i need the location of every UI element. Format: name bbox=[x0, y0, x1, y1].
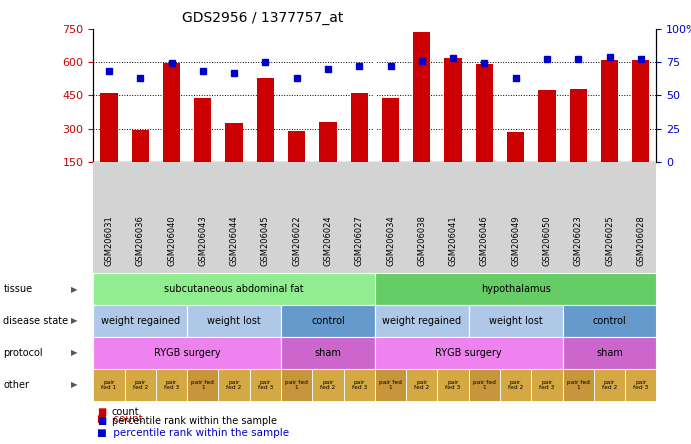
Text: sham: sham bbox=[596, 348, 623, 358]
Text: GSM206044: GSM206044 bbox=[229, 215, 238, 266]
Bar bbox=[413, 32, 430, 162]
Text: GSM206027: GSM206027 bbox=[354, 215, 363, 266]
Text: pair
fed 1: pair fed 1 bbox=[102, 380, 117, 390]
Bar bbox=[194, 98, 211, 162]
Bar bbox=[382, 98, 399, 162]
Text: GDS2956 / 1377757_at: GDS2956 / 1377757_at bbox=[182, 11, 343, 25]
Text: ■  percentile rank within the sample: ■ percentile rank within the sample bbox=[97, 428, 289, 438]
Text: pair
fed 2: pair fed 2 bbox=[133, 380, 148, 390]
Text: control: control bbox=[593, 316, 627, 326]
Text: GSM206049: GSM206049 bbox=[511, 215, 520, 266]
Text: pair
fed 3: pair fed 3 bbox=[446, 380, 461, 390]
Text: pair fed
1: pair fed 1 bbox=[567, 380, 589, 390]
Text: RYGB surgery: RYGB surgery bbox=[435, 348, 502, 358]
Text: GSM206023: GSM206023 bbox=[574, 215, 583, 266]
Text: GSM206043: GSM206043 bbox=[198, 215, 207, 266]
Text: pair fed
1: pair fed 1 bbox=[379, 380, 402, 390]
Bar bbox=[100, 93, 117, 162]
Text: pair
fed 3: pair fed 3 bbox=[258, 380, 273, 390]
Text: GSM206025: GSM206025 bbox=[605, 215, 614, 266]
Text: GSM206046: GSM206046 bbox=[480, 215, 489, 266]
Bar bbox=[350, 93, 368, 162]
Text: control: control bbox=[311, 316, 345, 326]
Text: weight lost: weight lost bbox=[207, 316, 261, 326]
Bar bbox=[319, 122, 337, 162]
Text: pair fed
1: pair fed 1 bbox=[285, 380, 308, 390]
Text: RYGB surgery: RYGB surgery bbox=[154, 348, 220, 358]
Text: ■: ■ bbox=[97, 408, 106, 417]
Text: pair
fed 2: pair fed 2 bbox=[227, 380, 242, 390]
Text: ■: ■ bbox=[97, 416, 106, 426]
Text: pair fed
1: pair fed 1 bbox=[191, 380, 214, 390]
Text: GSM206034: GSM206034 bbox=[386, 215, 395, 266]
Text: disease state: disease state bbox=[3, 316, 68, 326]
Bar bbox=[507, 132, 524, 162]
Text: hypothalamus: hypothalamus bbox=[481, 284, 551, 294]
Text: weight regained: weight regained bbox=[382, 316, 462, 326]
Bar bbox=[288, 131, 305, 162]
Text: GSM206045: GSM206045 bbox=[261, 215, 270, 266]
Bar bbox=[538, 90, 556, 162]
Bar bbox=[569, 89, 587, 162]
Text: tissue: tissue bbox=[3, 284, 32, 294]
Text: GSM206024: GSM206024 bbox=[323, 215, 332, 266]
Text: pair
fed 3: pair fed 3 bbox=[633, 380, 648, 390]
Text: count: count bbox=[112, 408, 140, 417]
Text: pair
fed 3: pair fed 3 bbox=[352, 380, 367, 390]
Bar bbox=[601, 60, 618, 162]
Text: GSM206040: GSM206040 bbox=[167, 215, 176, 266]
Bar bbox=[476, 64, 493, 162]
Text: GSM206028: GSM206028 bbox=[636, 215, 645, 266]
Text: pair
fed 2: pair fed 2 bbox=[508, 380, 523, 390]
Text: ▶: ▶ bbox=[71, 317, 78, 325]
Text: pair
fed 3: pair fed 3 bbox=[164, 380, 179, 390]
Bar bbox=[225, 123, 243, 162]
Bar bbox=[444, 58, 462, 162]
Text: protocol: protocol bbox=[3, 348, 43, 358]
Text: weight lost: weight lost bbox=[489, 316, 542, 326]
Text: sham: sham bbox=[314, 348, 341, 358]
Text: ■  count: ■ count bbox=[97, 414, 142, 424]
Text: weight regained: weight regained bbox=[101, 316, 180, 326]
Text: ▶: ▶ bbox=[71, 285, 78, 293]
Bar bbox=[632, 60, 650, 162]
Text: percentile rank within the sample: percentile rank within the sample bbox=[112, 416, 277, 426]
Bar bbox=[257, 78, 274, 162]
Text: subcutaneous abdominal fat: subcutaneous abdominal fat bbox=[164, 284, 304, 294]
Text: GSM206022: GSM206022 bbox=[292, 215, 301, 266]
Text: other: other bbox=[3, 380, 30, 390]
Text: pair
fed 2: pair fed 2 bbox=[602, 380, 617, 390]
Text: GSM206050: GSM206050 bbox=[542, 215, 551, 266]
Text: ▶: ▶ bbox=[71, 349, 78, 357]
Text: pair
fed 2: pair fed 2 bbox=[414, 380, 429, 390]
Bar bbox=[163, 63, 180, 162]
Bar bbox=[131, 130, 149, 162]
Text: ▶: ▶ bbox=[71, 381, 78, 389]
Text: pair
fed 3: pair fed 3 bbox=[539, 380, 555, 390]
Text: pair
fed 2: pair fed 2 bbox=[321, 380, 336, 390]
Text: GSM206041: GSM206041 bbox=[448, 215, 457, 266]
Text: GSM206036: GSM206036 bbox=[135, 215, 144, 266]
Text: GSM206031: GSM206031 bbox=[104, 215, 113, 266]
Text: GSM206038: GSM206038 bbox=[417, 215, 426, 266]
Text: pair fed
1: pair fed 1 bbox=[473, 380, 496, 390]
